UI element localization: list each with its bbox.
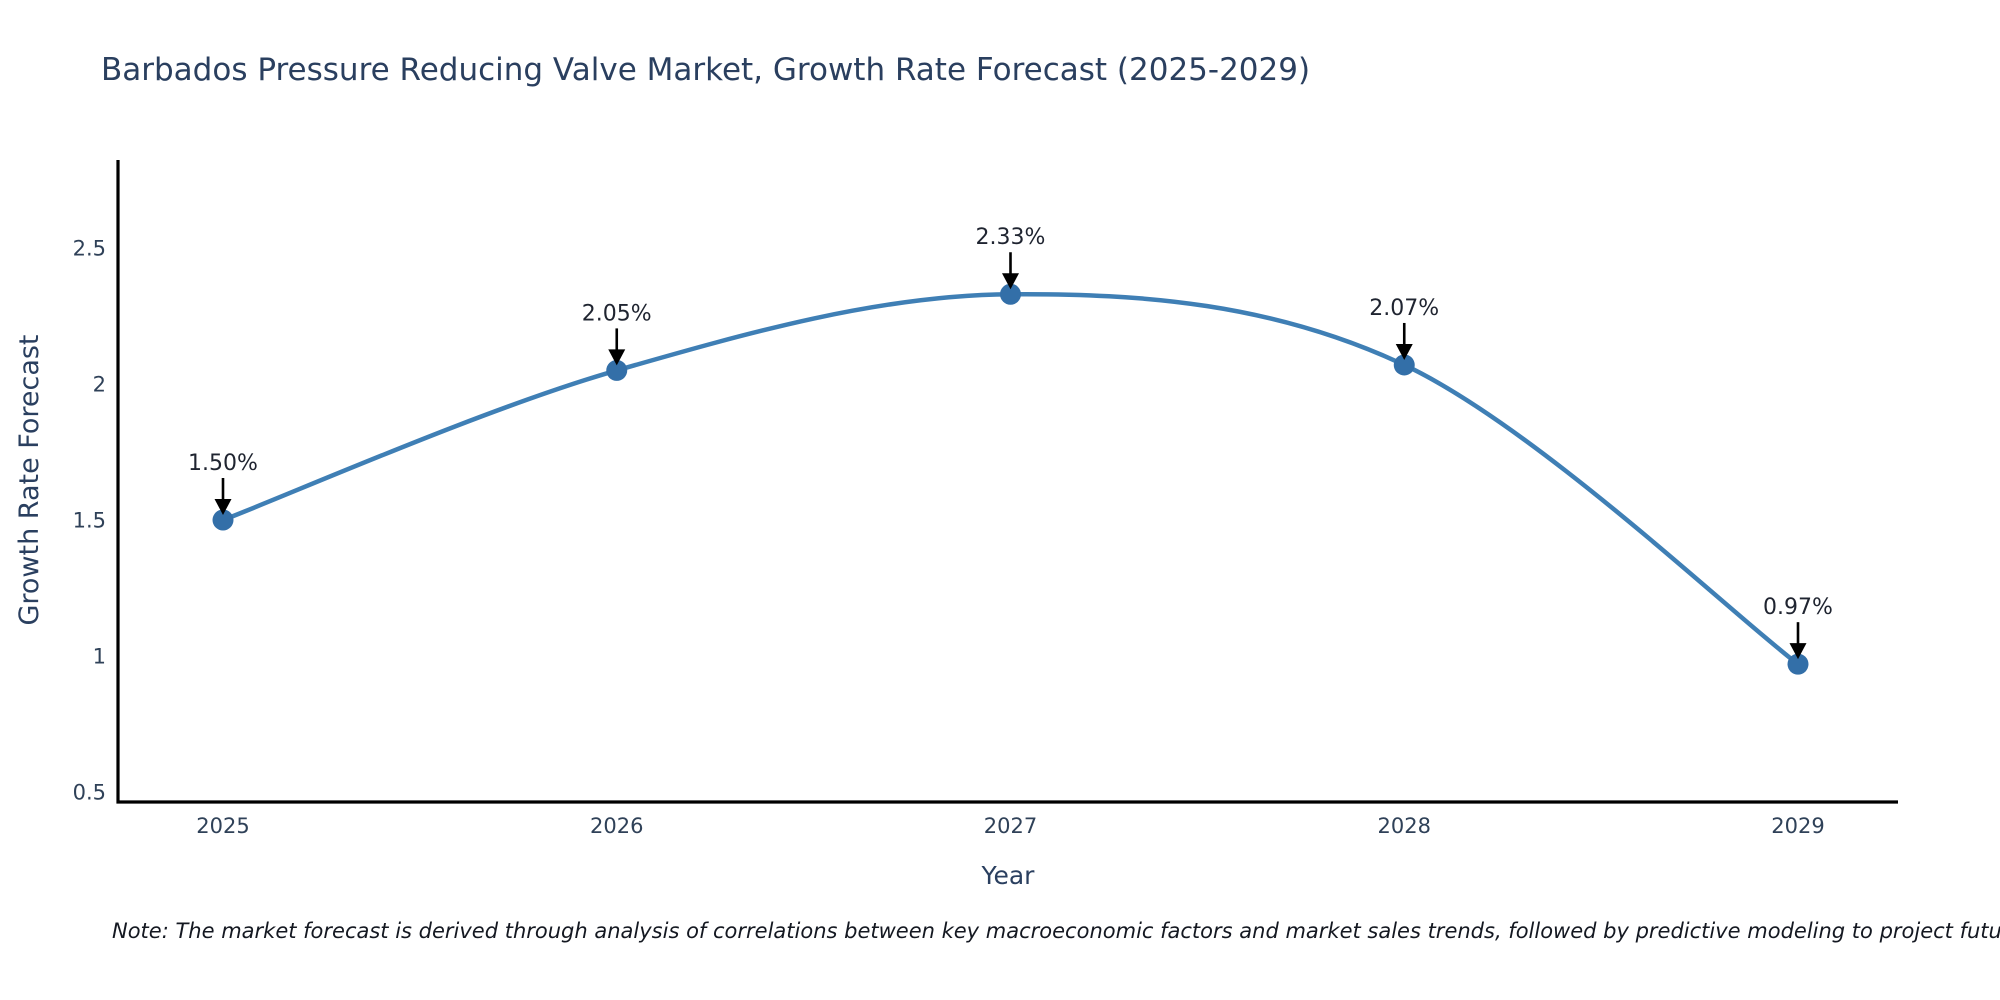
y-tick-label: 2 bbox=[93, 373, 106, 397]
x-tick-label: 2028 bbox=[1378, 814, 1431, 838]
annotation-arrow-head bbox=[1002, 273, 1019, 290]
y-tick-label: 1.5 bbox=[73, 509, 106, 533]
data-point-marker bbox=[1000, 283, 1021, 305]
y-tick-label: 2.5 bbox=[73, 237, 106, 261]
annotation-arrow-head bbox=[1789, 643, 1807, 660]
annotation-label: 1.50% bbox=[188, 451, 258, 476]
y-tick-label: 0.5 bbox=[73, 781, 106, 805]
annotation-label: 2.05% bbox=[582, 301, 652, 326]
annotation-arrow-head bbox=[214, 499, 232, 515]
annotation-label: 2.33% bbox=[976, 225, 1046, 250]
axis-lines bbox=[116, 160, 1898, 804]
data-point-marker bbox=[606, 359, 628, 381]
forecast-line bbox=[220, 291, 1801, 667]
x-tick-labels: 2025 2026 2027 2028 2029 bbox=[196, 814, 1824, 838]
forecast-series bbox=[212, 283, 1809, 675]
y-axis-title: Growth Rate Forecast bbox=[14, 334, 45, 625]
axes bbox=[116, 160, 1898, 804]
y-tick-label: 1 bbox=[93, 645, 106, 669]
annotation-label: 0.97% bbox=[1763, 595, 1833, 620]
data-point-marker bbox=[212, 509, 234, 531]
annotation-label: 2.07% bbox=[1369, 296, 1439, 321]
x-tick-label: 2029 bbox=[1771, 814, 1824, 838]
data-point-marker bbox=[1787, 653, 1809, 675]
chart-title: Barbados Pressure Reducing Valve Market,… bbox=[101, 52, 1310, 88]
y-tick-labels: 0.5 1 1.5 2 2.5 bbox=[73, 237, 106, 805]
x-tick-label: 2027 bbox=[984, 814, 1037, 838]
point-annotations: 1.50% 2.05% 2.33% 2.07% 0.97% bbox=[188, 225, 1833, 660]
data-point-marker bbox=[1393, 354, 1415, 376]
annotation-arrow-head bbox=[608, 349, 626, 366]
x-axis-title: Year bbox=[981, 861, 1036, 890]
x-tick-label: 2025 bbox=[196, 814, 249, 838]
annotation-arrow-head bbox=[1395, 343, 1413, 360]
x-tick-label: 2026 bbox=[590, 814, 643, 838]
footnote: Note: The market forecast is derived thr… bbox=[112, 919, 2000, 943]
